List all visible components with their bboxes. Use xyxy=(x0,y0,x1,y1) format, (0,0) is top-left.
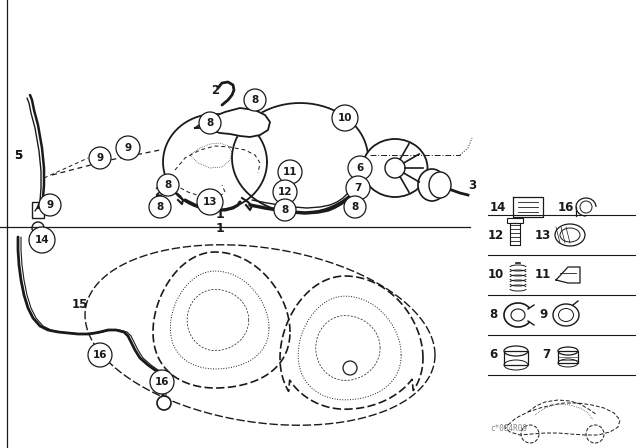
Circle shape xyxy=(273,180,297,204)
Polygon shape xyxy=(280,276,423,409)
Text: 14: 14 xyxy=(490,201,506,214)
Text: 6: 6 xyxy=(356,163,364,173)
Text: 11: 11 xyxy=(535,268,551,281)
Text: 15: 15 xyxy=(72,298,88,311)
Text: 7: 7 xyxy=(542,349,550,362)
Text: 16: 16 xyxy=(93,350,108,360)
Circle shape xyxy=(88,343,112,367)
Circle shape xyxy=(29,227,55,253)
Text: 1: 1 xyxy=(216,208,225,221)
FancyBboxPatch shape xyxy=(507,218,523,223)
Text: 8: 8 xyxy=(164,180,172,190)
Text: 1: 1 xyxy=(216,221,225,234)
Circle shape xyxy=(39,194,61,216)
Text: 3: 3 xyxy=(468,178,476,191)
Circle shape xyxy=(274,199,296,221)
Text: 8: 8 xyxy=(206,118,214,128)
Text: 7: 7 xyxy=(355,183,362,193)
Text: 16: 16 xyxy=(155,377,169,387)
Text: 4: 4 xyxy=(350,207,358,220)
Text: 12: 12 xyxy=(488,228,504,241)
Text: 5: 5 xyxy=(13,148,22,161)
Text: 14: 14 xyxy=(35,235,49,245)
Circle shape xyxy=(344,196,366,218)
Ellipse shape xyxy=(362,139,428,197)
Polygon shape xyxy=(163,114,267,210)
Text: 9: 9 xyxy=(97,153,104,163)
Circle shape xyxy=(278,160,302,184)
Polygon shape xyxy=(556,267,580,283)
Circle shape xyxy=(199,112,221,134)
Text: 16: 16 xyxy=(558,201,574,214)
Text: 9: 9 xyxy=(47,200,54,210)
Circle shape xyxy=(244,89,266,111)
Circle shape xyxy=(150,370,174,394)
Text: 8: 8 xyxy=(489,309,497,322)
Circle shape xyxy=(149,196,171,218)
Text: 2: 2 xyxy=(154,185,162,198)
Circle shape xyxy=(157,174,179,196)
Polygon shape xyxy=(195,108,270,137)
Text: 13: 13 xyxy=(535,228,551,241)
Text: 5: 5 xyxy=(13,148,22,161)
Circle shape xyxy=(116,136,140,160)
Text: 8: 8 xyxy=(252,95,259,105)
Ellipse shape xyxy=(418,169,446,201)
Circle shape xyxy=(348,156,372,180)
Circle shape xyxy=(89,147,111,169)
Text: 8: 8 xyxy=(351,202,358,212)
Text: 9: 9 xyxy=(124,143,132,153)
Text: 6: 6 xyxy=(489,349,497,362)
Polygon shape xyxy=(153,252,290,388)
Text: 2: 2 xyxy=(211,83,219,96)
Circle shape xyxy=(197,189,223,215)
Text: 12: 12 xyxy=(278,187,292,197)
Text: 11: 11 xyxy=(283,167,297,177)
Text: 10: 10 xyxy=(338,113,352,123)
Text: 8: 8 xyxy=(156,202,164,212)
Text: 10: 10 xyxy=(488,268,504,281)
Polygon shape xyxy=(232,103,368,213)
Text: 13: 13 xyxy=(203,197,217,207)
Circle shape xyxy=(346,176,370,200)
Text: 8: 8 xyxy=(282,205,289,215)
Text: 9: 9 xyxy=(539,309,547,322)
Circle shape xyxy=(332,105,358,131)
Text: c*084R09: c*084R09 xyxy=(490,424,527,433)
Circle shape xyxy=(157,396,171,410)
Ellipse shape xyxy=(429,172,451,198)
